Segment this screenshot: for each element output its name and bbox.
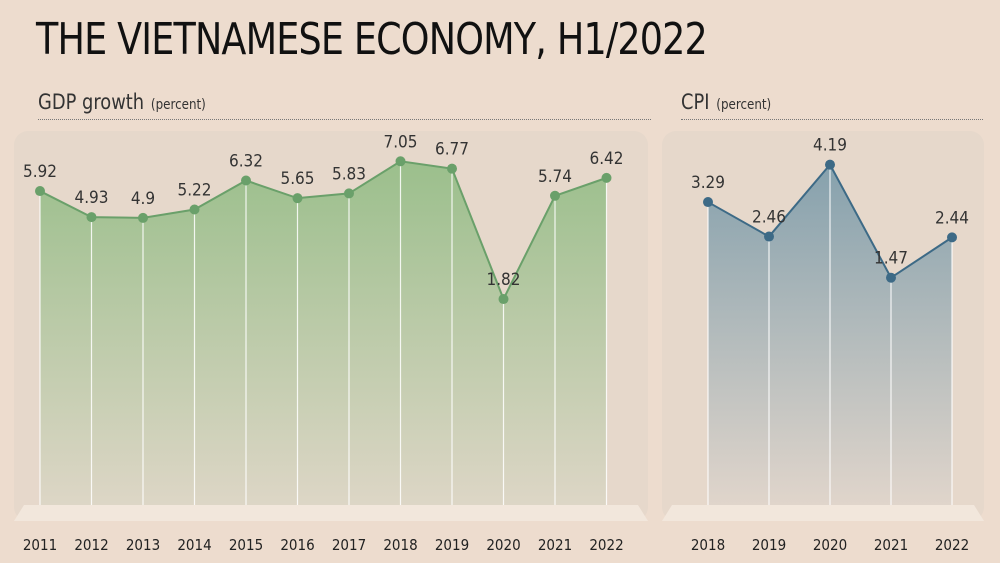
gdp-point — [498, 294, 509, 305]
gdp-x-tick-label: 2016 — [280, 536, 314, 554]
gdp-value-label: 5.65 — [280, 169, 314, 189]
gdp-value-label: 5.22 — [177, 180, 211, 200]
gdp-value-label: 5.83 — [332, 164, 366, 184]
gdp-point — [395, 156, 406, 167]
gdp-point — [344, 188, 354, 199]
gdp-x-tick-label: 2018 — [383, 536, 417, 554]
cpi-point — [947, 232, 957, 243]
cpi-chart-heading: CPI (percent) — [681, 90, 771, 114]
gdp-series-line — [39, 160, 607, 302]
gdp-point — [447, 163, 457, 174]
cpi-value-label: 1.47 — [874, 249, 908, 269]
cpi-value-label: 3.29 — [691, 173, 725, 193]
gdp-point — [550, 190, 560, 201]
cpi-chart-title: CPI — [681, 90, 710, 114]
gdp-x-tick-label: 2013 — [126, 536, 160, 554]
gdp-x-tick-label: 2021 — [538, 536, 572, 554]
gdp-point — [601, 172, 612, 183]
cpi-point — [764, 231, 774, 242]
cpi-floor — [662, 505, 984, 521]
gdp-x-tick-label: 2017 — [332, 536, 366, 554]
cpi-value-label: 4.19 — [813, 136, 847, 156]
gdp-chart-heading: GDP growth (percent) — [38, 90, 206, 114]
gdp-x-tick-label: 2012 — [74, 536, 108, 554]
cpi-x-tick-label: 2018 — [691, 536, 725, 554]
gdp-point — [86, 212, 97, 223]
gdp-value-label: 5.74 — [538, 167, 572, 187]
gdp-value-label: 1.82 — [486, 270, 520, 290]
gdp-point — [189, 204, 200, 215]
cpi-point — [825, 159, 835, 170]
cpi-x-tick-label: 2020 — [813, 536, 847, 554]
gdp-point — [241, 175, 251, 186]
cpi-x-tick-label: 2022 — [935, 536, 969, 554]
cpi-x-tick-label: 2021 — [874, 536, 908, 554]
gdp-chart-title: GDP growth — [38, 90, 145, 114]
cpi-value-label: 2.46 — [752, 208, 786, 228]
gdp-x-tick-label: 2014 — [177, 536, 211, 554]
gdp-value-label: 4.93 — [74, 188, 108, 208]
gdp-value-label: 6.77 — [435, 140, 469, 160]
cpi-x-tick-label: 2019 — [752, 536, 786, 554]
gdp-x-tick-label: 2020 — [486, 536, 520, 554]
gdp-x-tick-label: 2019 — [435, 536, 469, 554]
cpi-point — [703, 197, 713, 208]
gdp-value-label: 6.32 — [229, 152, 263, 172]
cpi-chart-unit: (percent) — [716, 97, 772, 113]
page-title: THE VIETNAMESE ECONOMY, H1/2022 — [36, 14, 708, 65]
gdp-heading-divider — [38, 119, 651, 120]
gdp-area — [40, 161, 607, 505]
gdp-point — [35, 186, 45, 197]
gdp-point — [292, 193, 303, 204]
gdp-value-label: 4.9 — [131, 189, 155, 209]
gdp-x-tick-label: 2011 — [23, 536, 57, 554]
gdp-value-label: 7.05 — [383, 132, 417, 152]
cpi-value-label: 2.44 — [935, 208, 969, 228]
gdp-chart-unit: (percent) — [150, 97, 206, 113]
cpi-point — [886, 272, 896, 283]
gdp-x-tick-label: 2022 — [589, 536, 623, 554]
gdp-point — [138, 212, 148, 223]
gdp-value-label: 5.92 — [23, 162, 57, 182]
gdp-floor — [14, 505, 648, 521]
gdp-x-tick-label: 2015 — [229, 536, 263, 554]
cpi-heading-divider — [681, 119, 983, 120]
gdp-value-label: 6.42 — [589, 149, 623, 169]
